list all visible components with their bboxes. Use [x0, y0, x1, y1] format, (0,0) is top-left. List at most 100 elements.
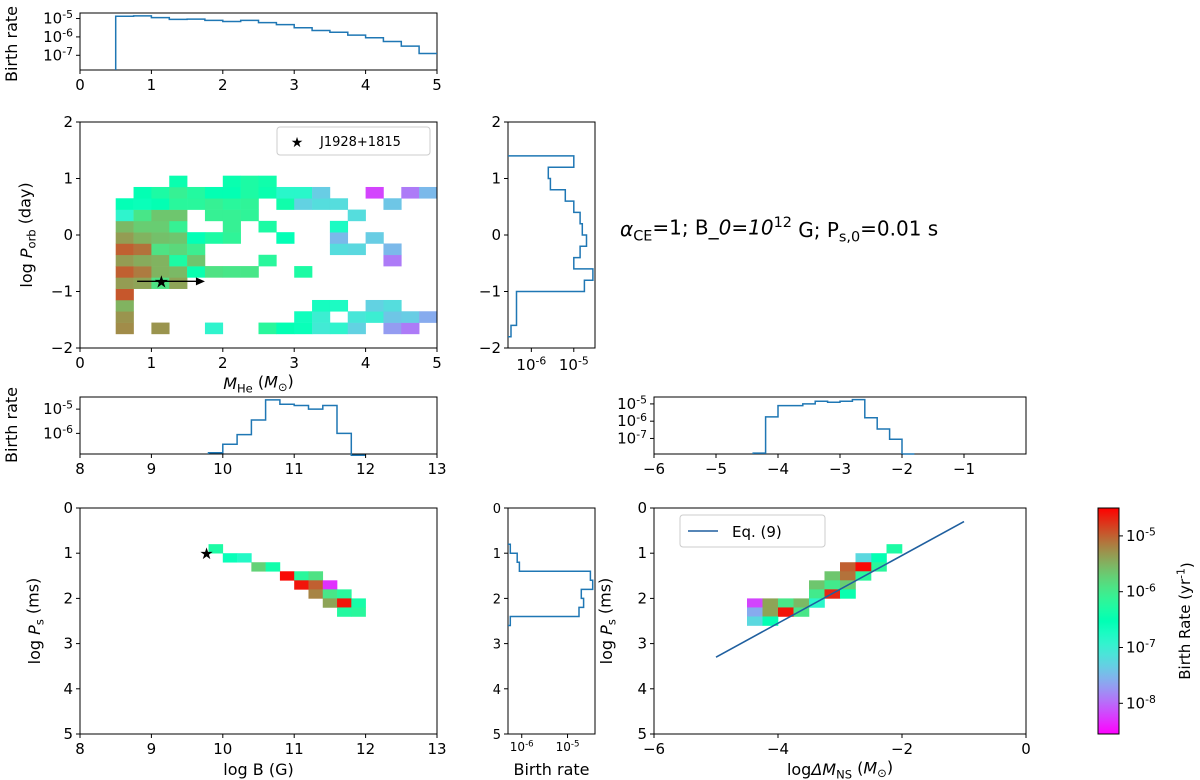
psdm-legend-box [679, 514, 826, 548]
dm-hist-x-tick-label: −2 [891, 460, 913, 478]
porb-heat-cell [133, 220, 152, 233]
colorbar-tick-label: 10-5​ [1126, 526, 1156, 545]
ps-hist-y-tick-label: 3 [493, 638, 501, 653]
parameter-annotation: αCE​=1; B_0=1012​ G; Ps,0​=0.01 s [620, 215, 938, 245]
porb-y-tick-label: 0 [63, 226, 73, 244]
porb-heat-cell [294, 266, 313, 278]
porb-heat-cell [115, 220, 134, 233]
porb-heat-cell [240, 175, 259, 188]
psdm-heat-cell [824, 571, 841, 581]
porb-heat-cell [151, 243, 170, 256]
psb-x-tick-label: 11 [285, 740, 304, 758]
psdm-heat-cell [778, 598, 794, 608]
porb-heat-cell [276, 232, 295, 244]
porb-y-tick-label: 2 [63, 113, 73, 131]
porb-heat-cell [347, 322, 366, 335]
porb-heat-cell [133, 186, 152, 199]
psdm-y-tick-label: 3 [637, 635, 647, 653]
mhe-hist-frame [79, 12, 438, 71]
porb-heat-cell [133, 232, 152, 244]
porb-heat-cell [240, 198, 259, 210]
porb-heat-cell [151, 277, 170, 289]
psdm-heat-cell [809, 589, 825, 599]
porb-heat-cell [294, 322, 313, 335]
porb-heat-cell [383, 254, 402, 267]
b-hist-y-tick-label: 10-6​ [43, 423, 73, 442]
porb-x-tick-label: 2 [218, 354, 228, 372]
porb-heat-cell [187, 186, 206, 199]
porb-heat-cell [383, 322, 402, 335]
psb-heat-cell [222, 553, 238, 563]
psb-heat-cell [351, 598, 366, 608]
porb-heat-cell [115, 209, 134, 222]
porb-heat-cell [401, 186, 420, 199]
porb-heat-cell [115, 243, 134, 256]
porb-heat-cell [312, 186, 331, 199]
b-histogram-line [207, 399, 366, 456]
psdm-x-tick-label: 0 [1021, 740, 1031, 758]
porb-heat-cell [187, 232, 206, 244]
psdm-x-tick-label: −4 [767, 740, 789, 758]
porb-y-tick-label: −2 [51, 339, 73, 357]
porb-heat-cell [365, 232, 384, 244]
mhe-hist-x-tick-label: 4 [361, 76, 371, 94]
porb-heat-cell [169, 254, 188, 267]
porb-heat-cell [276, 322, 295, 335]
psdm-heat-cell [871, 562, 887, 572]
psdm-y-tick-label: 1 [637, 544, 647, 562]
psdm-heat-cell [871, 553, 887, 563]
psdm-heat-cell [855, 553, 872, 563]
porb-heat-cell [329, 322, 349, 335]
psb-ylabel: log Ps​ (ms) [24, 578, 47, 665]
porb-x-tick-label: 3 [289, 354, 299, 372]
dm-hist-x-tick-label: −6 [643, 460, 665, 478]
mhe-hist-ylabel: Birth rate [2, 6, 21, 82]
porb-heat-cell [222, 186, 241, 199]
porb-x-tick-label: 0 [75, 354, 85, 372]
psb-heat-cell [351, 607, 366, 617]
porb-heat-cell [115, 198, 134, 210]
psdm-heat-cell [762, 598, 779, 608]
porb-hist-y-tick-label: −1 [479, 283, 501, 301]
porb-legend-box [276, 126, 431, 156]
j1928-star-marker: ★ [154, 272, 169, 292]
porb-heat-cell [133, 198, 152, 210]
ps-hist-x-tick-label: 10-6​ [510, 740, 534, 754]
psb-heat-cell [208, 544, 224, 554]
ps-hist-y-tick-label: 2 [493, 592, 501, 607]
porb-heat-cell [133, 243, 152, 256]
porb-heat-cell [133, 277, 152, 289]
porb-heat-cell [115, 299, 134, 312]
porb-arrow-head [195, 277, 205, 286]
psdm-heat-cell [809, 598, 825, 608]
b-hist-x-tick-label: 10 [213, 460, 232, 478]
porb-heat-cell [222, 266, 241, 278]
porb-heat-cell [312, 322, 331, 335]
porb-heat-cell [312, 311, 331, 323]
porb-hist-y-tick-label: −2 [479, 339, 501, 357]
porb-heat-cell [347, 311, 366, 323]
porb-heat-cell [187, 254, 206, 267]
psdm-panel-frame [653, 507, 1027, 735]
porb-heat-cell [115, 288, 134, 301]
porb-heat-cell [329, 198, 349, 210]
porb-histogram-line [508, 155, 594, 338]
dm-hist-x-tick-label: −3 [829, 460, 851, 478]
b-hist-x-tick-label: 8 [75, 460, 85, 478]
mhe-hist-y-tick-label: 10-5​ [43, 8, 73, 27]
psb-heat-cell [322, 598, 338, 608]
porb-heat-cell [294, 198, 313, 210]
ps-hist-y-tick-label: 5 [493, 728, 501, 743]
mhe-hist-x-tick-label: 2 [218, 76, 228, 94]
porb-heat-cell [169, 209, 188, 222]
porb-heat-cell [294, 186, 313, 199]
porb-heat-cell [204, 322, 224, 335]
psb-heat-cell [322, 589, 338, 599]
porb-heat-cell [187, 198, 206, 210]
psb-heat-cell [322, 580, 338, 590]
psb-heat-cell [251, 562, 266, 572]
porb-heat-cell [222, 232, 241, 244]
porb-heat-cell [383, 299, 402, 312]
psdm-y-tick-label: 4 [637, 680, 647, 698]
porb-heat-cell [365, 299, 384, 312]
